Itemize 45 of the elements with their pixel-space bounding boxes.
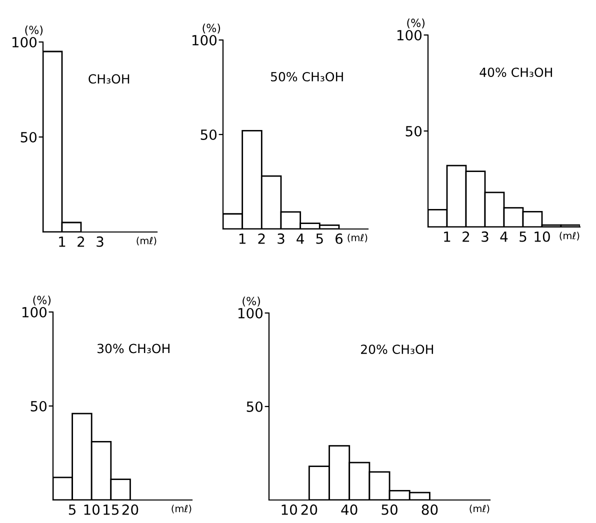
x-tick-label: 5 bbox=[520, 232, 526, 242]
x-tick-label: 4 bbox=[500, 232, 508, 242]
x-tick-label: 10 bbox=[84, 504, 100, 515]
x-tick-label: 3 bbox=[278, 233, 284, 244]
x-tick-label: 10 bbox=[534, 231, 550, 242]
x-tick-label: 20 bbox=[122, 504, 138, 515]
text: 20% CH₃OH bbox=[361, 344, 434, 354]
x-tick-label: 2 bbox=[462, 231, 470, 242]
x-axis-title: (mℓ) bbox=[348, 234, 368, 242]
x-tick-label: 2 bbox=[78, 236, 84, 247]
x-axis-title: (mℓ) bbox=[172, 504, 192, 514]
y-tick-label: 100 bbox=[22, 306, 47, 318]
y-tick-label: 100 bbox=[397, 30, 422, 40]
y-axis-title: (%) bbox=[407, 18, 424, 28]
x-tick-label: 5 bbox=[316, 234, 323, 244]
x-tick-label: 3 bbox=[482, 231, 488, 242]
x-tick-label: 2 bbox=[258, 233, 265, 244]
x-axis-title: (mℓ) bbox=[470, 504, 490, 514]
y-tick-label: 50 bbox=[20, 132, 37, 142]
x-tick-label: 4 bbox=[296, 234, 304, 244]
x-tick-label: 40 bbox=[341, 504, 358, 515]
x-axis-title: (mℓ) bbox=[560, 232, 580, 240]
text: 40% CH₃OH bbox=[480, 68, 552, 78]
y-axis-title: (%) bbox=[33, 296, 51, 306]
text: CH₃OH bbox=[88, 74, 130, 84]
y-axis-title: (%) bbox=[202, 24, 220, 34]
x-tick-label: 20 bbox=[301, 504, 318, 515]
y-axis-title: (%) bbox=[242, 296, 260, 307]
y-tick-label: 100 bbox=[238, 308, 263, 318]
x-tick-label: 15 bbox=[104, 504, 119, 515]
x-axis-title: (mℓ) bbox=[136, 236, 156, 246]
text: 50% CH₃OH bbox=[270, 72, 343, 82]
x-tick-label: 1 bbox=[59, 236, 66, 247]
y-axis-title: (%) bbox=[25, 26, 43, 36]
y-tick-label: 100 bbox=[192, 34, 217, 46]
y-tick-label: 100 bbox=[12, 36, 37, 48]
x-tick-label: 6 bbox=[336, 233, 343, 244]
x-tick-label: 50 bbox=[382, 504, 398, 515]
x-tick-label: 1 bbox=[444, 232, 450, 242]
text: 30% CH₃OH bbox=[98, 344, 170, 354]
x-tick-label: 80 bbox=[422, 504, 438, 515]
x-tick-label: 10 bbox=[282, 504, 298, 515]
x-tick-label: 1 bbox=[239, 234, 246, 244]
x-tick-label: 3 bbox=[96, 236, 104, 247]
x-tick-label: 5 bbox=[68, 504, 76, 515]
